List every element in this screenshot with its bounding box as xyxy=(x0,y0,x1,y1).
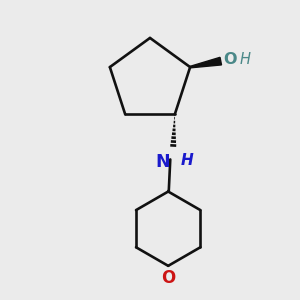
Text: N: N xyxy=(156,153,170,171)
Text: H: H xyxy=(239,52,250,68)
Text: O: O xyxy=(161,269,175,287)
Text: H: H xyxy=(181,153,194,168)
Text: O: O xyxy=(224,52,237,68)
Polygon shape xyxy=(190,57,221,68)
